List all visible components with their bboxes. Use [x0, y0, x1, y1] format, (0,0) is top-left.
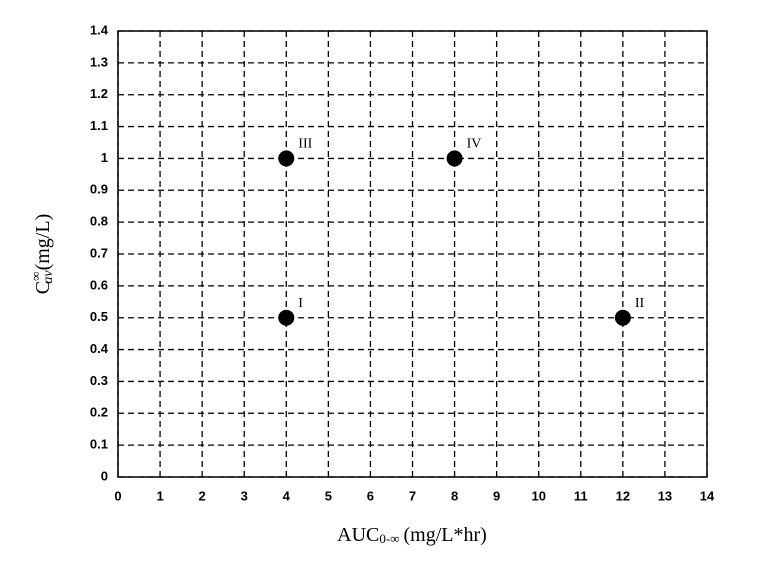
- point: [614, 309, 631, 326]
- y-tick-label: 0.8: [90, 214, 108, 229]
- x-title-base: AUC: [337, 524, 379, 546]
- x-axis-title: AUC0-∞ (mg/L*hr): [337, 524, 487, 546]
- x-tick-label: 3: [241, 488, 248, 503]
- x-tick-label: 11: [574, 488, 588, 503]
- y-axis-title: C∞av(mg/L): [28, 214, 56, 295]
- y-tick-label: 0.1: [90, 437, 108, 452]
- point-label: IV: [467, 137, 482, 152]
- x-tick-label: 6: [367, 488, 374, 503]
- x-tick-label: 4: [283, 488, 291, 503]
- y-tick-label: 0.9: [90, 182, 108, 197]
- x-tick-label: 8: [451, 488, 458, 503]
- y-tick-label: 0.5: [90, 309, 108, 324]
- x-tick-label: 10: [531, 488, 545, 503]
- y-tick-label: 0.4: [90, 341, 109, 356]
- y-tick-label: 0.7: [90, 245, 108, 260]
- y-tick-label: 1.1: [90, 118, 108, 133]
- point-label: III: [298, 137, 312, 152]
- y-title-unit: (mg/L): [32, 214, 54, 271]
- y-tick-label: 0.2: [90, 405, 108, 420]
- y-tick-label: 1.4: [90, 22, 109, 37]
- plot-border: [117, 30, 708, 478]
- y-tick-label: 1: [101, 150, 108, 165]
- x-tick-label: 1: [156, 488, 163, 503]
- point-label: II: [635, 296, 645, 311]
- x-tick-label: 7: [409, 488, 416, 503]
- y-title-sub: av: [41, 270, 56, 284]
- y-title-sup: ∞: [28, 272, 43, 281]
- y-tick-label: 1.3: [90, 54, 108, 69]
- point: [278, 150, 295, 167]
- y-title-base: C: [32, 281, 54, 294]
- y-tick-label: 1.2: [90, 86, 108, 101]
- point: [446, 150, 463, 167]
- point: [278, 309, 295, 326]
- x-tick-label: 14: [700, 488, 715, 503]
- x-tick-label: 0: [114, 488, 121, 503]
- x-tick-label: 5: [325, 488, 332, 503]
- point-label: I: [298, 296, 303, 311]
- x-tick-label: 2: [199, 488, 206, 503]
- x-title-sub: 0-∞: [379, 531, 399, 546]
- y-tick-label: 0.3: [90, 373, 108, 388]
- y-tick-label: 0.6: [90, 277, 108, 292]
- x-title-unit: (mg/L*hr): [404, 524, 487, 546]
- x-tick-label: 9: [493, 488, 500, 503]
- x-tick-label: 13: [658, 488, 672, 503]
- x-tick-label: 12: [616, 488, 630, 503]
- y-tick-label: 0: [101, 468, 108, 483]
